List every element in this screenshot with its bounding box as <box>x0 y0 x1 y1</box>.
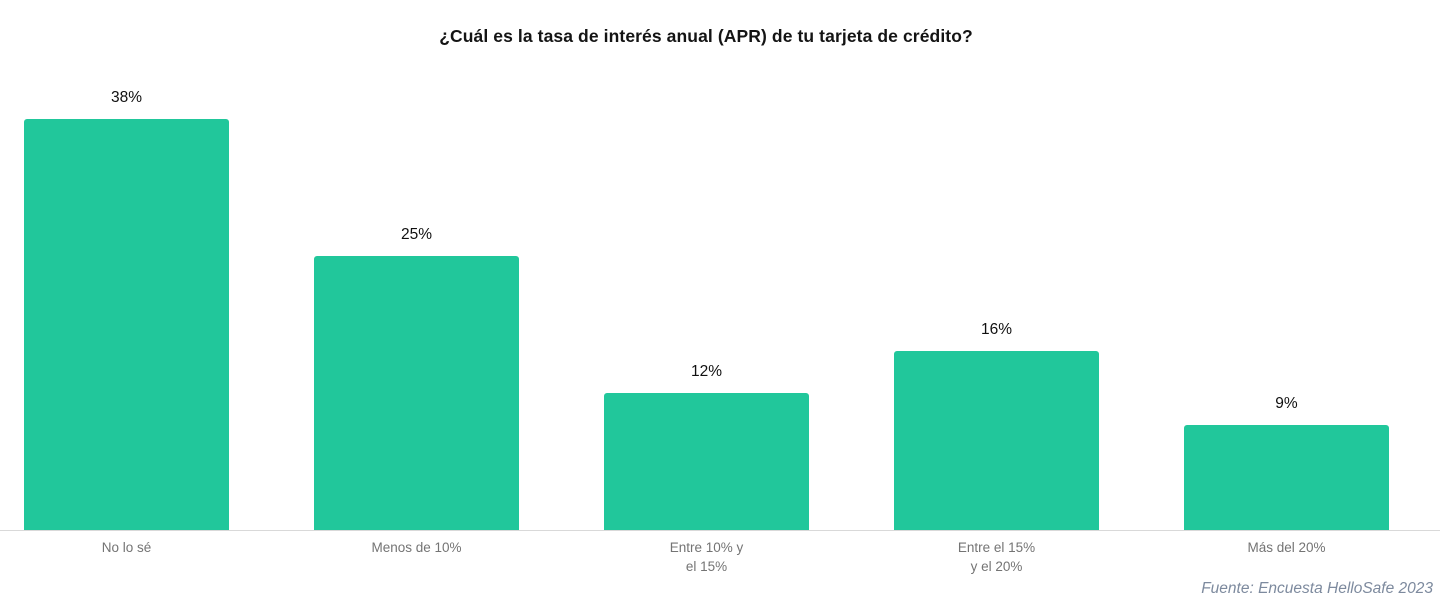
category-label: Más del 20% <box>1247 540 1326 555</box>
category-label: Entre 10% y el 15% <box>669 540 744 574</box>
value-label: 16% <box>980 321 1013 338</box>
x-axis-line <box>0 530 1440 531</box>
bar-group: 16% <box>894 321 1099 530</box>
x-axis-labels: No lo sé Menos de 10% Entre 10% y el 15% En… <box>24 538 1389 576</box>
bar <box>604 393 809 530</box>
bar-group: 25% <box>314 226 519 530</box>
value-label: 12% <box>690 363 723 380</box>
value-label: 25% <box>400 226 433 243</box>
value-label: 38% <box>110 89 143 106</box>
chart-title: ¿Cuál es la tasa de interés anual (APR) … <box>439 26 973 46</box>
value-label: 9% <box>1275 395 1298 412</box>
bar <box>894 351 1099 530</box>
bar <box>314 256 519 530</box>
bar <box>24 119 229 530</box>
plot-area: 38% 25% 12% 16% 9% <box>24 0 1389 530</box>
category-label: No lo sé <box>101 540 152 555</box>
source-caption: Fuente: Encuesta HelloSafe 2023 <box>1201 580 1433 597</box>
bar-group: 9% <box>1184 395 1389 530</box>
category-label: Entre el 15% y el 20% <box>957 540 1036 574</box>
bar <box>1184 425 1389 530</box>
bar-group: 12% <box>604 363 809 530</box>
category-label: Menos de 10% <box>371 540 462 555</box>
bar-group: 38% <box>24 89 229 530</box>
